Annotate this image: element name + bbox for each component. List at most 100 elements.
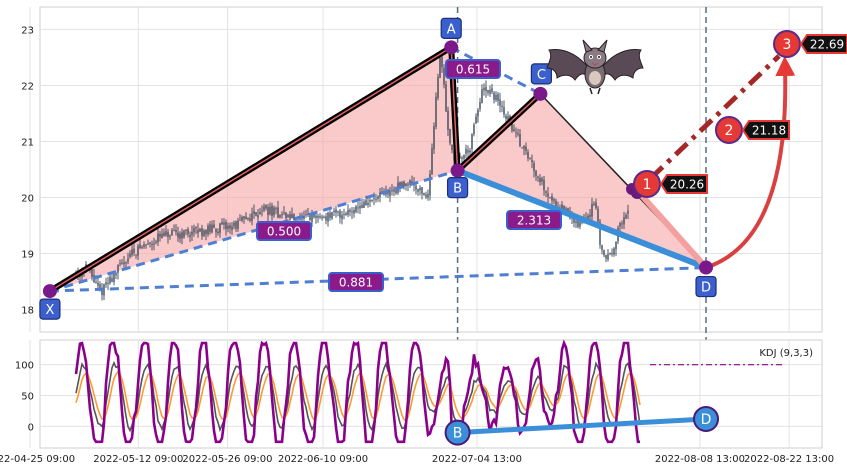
candle-body: [469, 150, 471, 153]
projection-arc: [705, 56, 796, 270]
candle-body: [147, 243, 149, 245]
candle-body: [433, 126, 435, 150]
candle-body: [461, 157, 463, 159]
candle-body: [607, 254, 609, 260]
candle-body: [201, 228, 203, 236]
candle-body: [425, 194, 427, 198]
candle-body: [423, 193, 425, 196]
candle-body: [517, 133, 519, 135]
candle-body: [165, 231, 167, 236]
candle-body: [507, 116, 509, 120]
pivot-dot-c: [533, 86, 548, 101]
candle-body: [237, 220, 239, 229]
candle-body: [367, 202, 369, 205]
candle-body: [233, 222, 235, 227]
candle-body: [371, 199, 373, 201]
candle-body: [199, 228, 201, 232]
candle-body: [459, 156, 461, 158]
candle-body: [141, 246, 143, 248]
target-number: 3: [783, 37, 792, 53]
candle-body: [379, 192, 381, 198]
candle-body: [627, 210, 629, 214]
candle-body: [309, 214, 311, 221]
pivot-dot-b: [450, 163, 465, 178]
candle-body: [197, 229, 199, 234]
candle-body: [119, 263, 121, 265]
candle-body: [363, 201, 365, 208]
candle-body: [349, 209, 351, 212]
candle-body: [485, 86, 487, 92]
target-value: 21.18: [752, 124, 786, 138]
candle-body: [405, 183, 407, 187]
candle-body: [521, 147, 523, 149]
candle-body: [217, 231, 219, 234]
candle-body: [375, 198, 377, 200]
candle-body: [345, 213, 347, 216]
candle-body: [323, 216, 325, 218]
candle-body: [597, 208, 599, 222]
candle-body: [129, 253, 131, 258]
candle-body: [421, 187, 423, 194]
candle-body: [281, 214, 283, 216]
pivot-label-d: D: [701, 281, 711, 296]
candle-body: [545, 191, 547, 193]
candle-body: [143, 244, 145, 247]
candle-body: [215, 228, 217, 233]
candle-body: [231, 226, 233, 230]
candle-body: [105, 282, 107, 285]
candle-body: [481, 89, 483, 103]
candle-body: [473, 124, 475, 135]
bat-icon: [546, 39, 644, 95]
candle-body: [605, 255, 607, 259]
candle-body: [209, 224, 211, 232]
y-tick-label: 100: [15, 361, 34, 372]
candle-body: [395, 187, 397, 194]
candle-body: [351, 211, 353, 213]
candle-body: [403, 181, 405, 187]
candle-body: [599, 221, 601, 245]
candle-body: [205, 229, 207, 235]
candle-body: [471, 133, 473, 149]
candle-body: [249, 218, 251, 221]
candle-body: [575, 221, 577, 224]
candle-body: [615, 241, 617, 250]
ratio-box: [445, 59, 501, 79]
candle-body: [435, 96, 437, 127]
pivot-label-box: [440, 17, 462, 39]
candle-body: [527, 151, 529, 159]
candle-body: [495, 94, 497, 101]
candle-body: [109, 276, 111, 284]
candle-body: [525, 146, 527, 151]
candle-body: [489, 90, 491, 94]
candle-body: [245, 216, 247, 220]
candle-body: [261, 210, 263, 212]
candle-body: [161, 233, 163, 239]
candle-body: [137, 245, 139, 256]
x-tick-label: 2022-05-12 09:00: [93, 454, 183, 465]
candle-body: [419, 187, 421, 191]
candle-body: [305, 214, 307, 216]
candle-body: [329, 212, 331, 218]
candle-body: [513, 129, 515, 132]
candle-body: [537, 176, 539, 178]
candle-body: [431, 148, 433, 174]
candle-body: [491, 88, 493, 92]
candle-body: [535, 170, 537, 177]
candle-body: [275, 208, 277, 210]
target-value-box: [659, 174, 708, 194]
candle-body: [623, 217, 625, 225]
candle-body: [505, 115, 507, 119]
candle-body: [307, 214, 309, 216]
candle-body: [195, 227, 197, 229]
candle-body: [443, 67, 445, 85]
y-tick-label: 0: [28, 422, 34, 433]
candle-body: [357, 207, 359, 209]
candle-body: [475, 116, 477, 124]
candle-body: [339, 210, 341, 218]
candle-body: [155, 241, 157, 243]
candle-body: [175, 229, 177, 233]
pivot-label-x: X: [45, 303, 54, 318]
kdj-marker-label: D: [701, 412, 712, 428]
candle-body: [621, 223, 623, 225]
